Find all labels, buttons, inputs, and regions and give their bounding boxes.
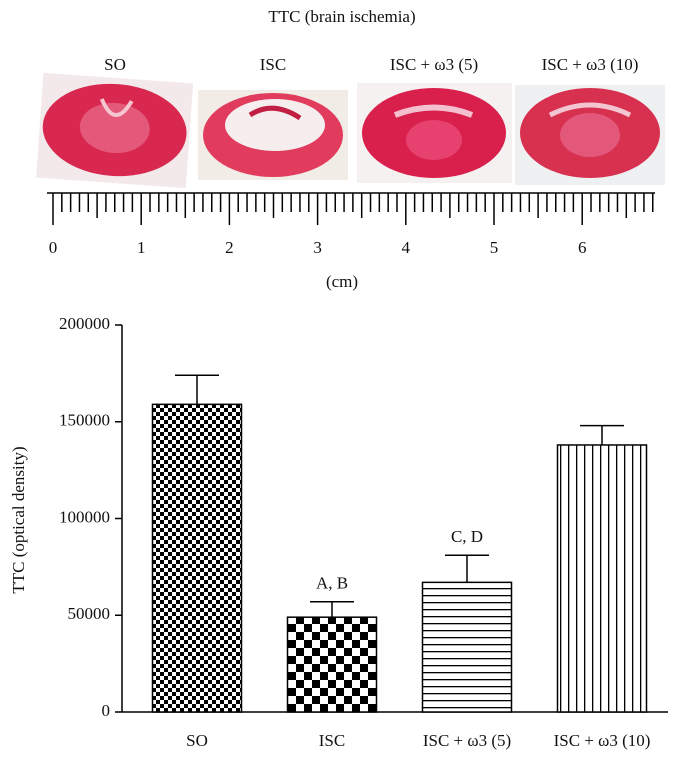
x-tick-label: ISC + ω3 (5): [423, 731, 511, 750]
ruler-unit: (cm): [326, 272, 358, 291]
brain-images: [36, 72, 665, 189]
ruler-tick-label: 4: [402, 238, 411, 257]
annotation: C, D: [451, 527, 483, 546]
image-label: SO: [104, 55, 126, 74]
bar: [556, 444, 648, 713]
image-label: ISC + ω3 (5): [390, 55, 478, 74]
image-label: ISC: [260, 55, 286, 74]
image-label: ISC + ω3 (10): [542, 55, 639, 74]
ruler-tick-label: 5: [490, 238, 499, 257]
bar: [151, 403, 243, 713]
x-tick-label: SO: [186, 731, 208, 750]
annotation: A, B: [316, 574, 348, 593]
y-tick-label: 200000: [59, 314, 110, 333]
y-tick-label: 100000: [59, 507, 110, 526]
ruler-tick-label: 1: [137, 238, 146, 257]
y-tick-label: 0: [102, 701, 111, 720]
y-tick-label: 50000: [68, 604, 111, 623]
bar: [286, 616, 378, 713]
panel-title: TTC (brain ischemia): [268, 7, 415, 26]
bar: [421, 581, 513, 713]
y-tick-label: 150000: [59, 411, 110, 430]
ruler-tick-label: 6: [578, 238, 587, 257]
x-tick-label: ISC + ω3 (10): [554, 731, 651, 750]
y-axis-label: TTC (optical density): [9, 446, 28, 593]
ruler-tick-label: 0: [49, 238, 58, 257]
ruler-tick-label: 2: [225, 238, 234, 257]
x-tick-label: ISC: [319, 731, 345, 750]
ruler-tick-label: 3: [313, 238, 322, 257]
